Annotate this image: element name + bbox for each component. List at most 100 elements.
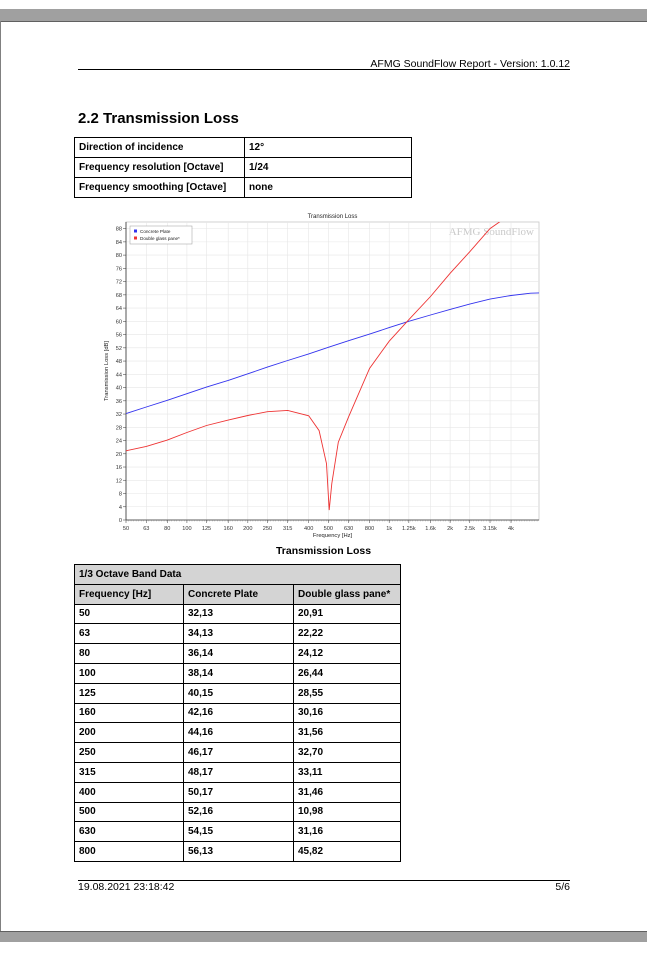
double-glass-cell: 28,55: [293, 682, 401, 704]
series-line-double-glass-pane: [126, 222, 501, 511]
y-tick-label: 88: [116, 227, 122, 233]
double-glass-cell: 31,56: [293, 722, 401, 744]
concrete-plate-cell: 50,17: [183, 781, 294, 803]
concrete-plate-cell: 34,13: [183, 623, 294, 645]
viewer-bottom-bar: [0, 931, 647, 942]
table-row: 80 36,14 24,12: [74, 643, 401, 664]
x-tick-label: 1.25k: [402, 526, 416, 532]
double-glass-cell: 26,44: [293, 662, 401, 684]
x-tick-label: 160: [224, 526, 233, 532]
concrete-plate-cell: 40,15: [183, 682, 294, 704]
double-glass-cell: 33,11: [293, 761, 401, 783]
x-tick-label: 80: [164, 526, 170, 532]
section-title: 2.2 Transmission Loss: [78, 110, 239, 127]
table-row: 400 50,17 31,46: [74, 781, 401, 803]
legend-swatch: [134, 236, 137, 240]
double-glass-cell: 20,91: [293, 603, 401, 625]
frequency-cell: 80: [74, 643, 184, 664]
double-glass-cell: 32,70: [293, 742, 401, 763]
y-tick-label: 68: [116, 293, 122, 299]
table-title-row: 1/3 Octave Band Data: [74, 564, 401, 585]
frequency-cell: 63: [74, 623, 184, 645]
param-value: 1/24: [244, 157, 412, 178]
table-title: 1/3 Octave Band Data: [74, 564, 401, 585]
chart-title: Transmission Loss: [308, 214, 358, 220]
concrete-plate-cell: 42,16: [183, 702, 294, 724]
chart-caption: Transmission Loss: [275, 545, 372, 557]
concrete-plate-cell: 46,17: [183, 742, 294, 763]
y-tick-label: 80: [116, 253, 122, 259]
header-rule: [78, 69, 570, 70]
double-glass-cell: 31,16: [293, 821, 401, 843]
y-tick-label: 52: [116, 346, 122, 352]
table-row: 125 40,15 28,55: [74, 682, 401, 704]
y-tick-label: 72: [116, 280, 122, 286]
table-row: 800 56,13 45,82: [74, 841, 401, 862]
concrete-plate-cell: 48,17: [183, 761, 294, 783]
double-glass-cell: 22,22: [293, 623, 401, 645]
table-row: 200 44,16 31,56: [74, 722, 401, 744]
chart-legend: Concrete Plate Double glass pane*: [129, 225, 193, 245]
series-line-concrete-plate: [126, 292, 539, 415]
y-tick-label: 84: [116, 240, 122, 246]
y-tick-label: 28: [116, 425, 122, 431]
plot-area: [125, 221, 540, 521]
y-tick-label: 24: [116, 439, 122, 445]
x-tick-label: 2.5k: [464, 526, 475, 532]
footer-rule: [78, 880, 570, 881]
table-row: Frequency smoothing [Octave] none: [74, 177, 412, 198]
x-tick-label: 630: [344, 526, 353, 532]
frequency-cell: 200: [74, 722, 184, 744]
concrete-plate-cell: 54,15: [183, 821, 294, 843]
double-glass-cell: 24,12: [293, 643, 401, 664]
x-tick-label: 63: [143, 526, 149, 532]
y-tick-label: 44: [116, 372, 122, 378]
footer-date: 19.08.2021 23:18:42: [78, 881, 175, 893]
footer-page-number: 5/6: [555, 881, 570, 893]
table-row: 63 34,13 22,22: [74, 623, 401, 645]
param-value: 12°: [244, 137, 412, 158]
concrete-plate-cell: 38,14: [183, 662, 294, 684]
frequency-cell: 315: [74, 761, 184, 783]
y-tick-label: 40: [116, 386, 122, 392]
y-tick-label: 32: [116, 412, 122, 418]
table-row: Frequency resolution [Octave] 1/24: [74, 157, 412, 178]
x-tick-label: 500: [324, 526, 333, 532]
column-header: Concrete Plate: [183, 583, 294, 605]
param-value: none: [244, 177, 412, 198]
report-header: AFMG SoundFlow Report - Version: 1.0.12: [370, 58, 570, 70]
x-tick-label: 250: [263, 526, 272, 532]
frequency-cell: 50: [74, 603, 184, 625]
x-tick-label: 200: [243, 526, 252, 532]
x-tick-label: 2k: [447, 526, 453, 532]
table-row: 250 46,17 32,70: [74, 742, 401, 763]
table-row: 500 52,16 10,98: [74, 801, 401, 823]
legend-label: Concrete Plate: [140, 229, 171, 234]
y-tick-label: 12: [116, 478, 122, 484]
y-tick-label: 36: [116, 399, 122, 405]
x-tick-label: 3.15k: [483, 526, 497, 532]
table-header-row: Frequency [Hz] Concrete Plate Double gla…: [74, 583, 401, 605]
frequency-cell: 125: [74, 682, 184, 704]
table-row: 100 38,14 26,44: [74, 662, 401, 684]
param-label: Direction of incidence: [74, 137, 245, 158]
y-tick-label: 56: [116, 333, 122, 339]
y-tick-label: 64: [116, 306, 122, 312]
double-glass-cell: 45,82: [293, 841, 401, 862]
concrete-plate-cell: 36,14: [183, 643, 294, 664]
y-tick-label: 48: [116, 359, 122, 365]
concrete-plate-cell: 52,16: [183, 801, 294, 823]
parameters-table: Direction of incidence 12° Frequency res…: [74, 137, 412, 198]
frequency-cell: 250: [74, 742, 184, 763]
concrete-plate-cell: 56,13: [183, 841, 294, 862]
page-left-edge: [0, 21, 1, 931]
viewer-top-bar: [0, 9, 647, 22]
param-label: Frequency smoothing [Octave]: [74, 177, 245, 198]
chart-watermark: AFMG SoundFlow: [449, 226, 534, 238]
y-tick-label: 8: [119, 492, 122, 498]
table-row: 315 48,17 33,11: [74, 761, 401, 783]
frequency-cell: 160: [74, 702, 184, 724]
x-tick-label: 50: [123, 526, 129, 532]
column-header: Frequency [Hz]: [74, 583, 184, 605]
param-label: Frequency resolution [Octave]: [74, 157, 245, 178]
